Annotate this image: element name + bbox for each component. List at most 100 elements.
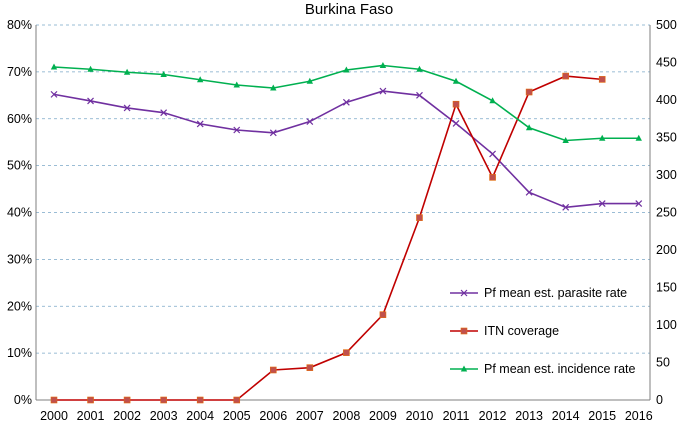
legend-marker-0 <box>460 289 468 297</box>
series-1-point-9 <box>379 311 387 318</box>
series-2-point-12 <box>489 97 496 104</box>
series-0-point-4-b <box>196 120 204 128</box>
right-tick-label-5: 250 <box>656 206 677 220</box>
series-2 <box>50 62 642 143</box>
series-0-point-9-b <box>379 87 387 95</box>
x-tick-label-8: 2008 <box>332 409 360 422</box>
legend-marker-1 <box>460 327 468 335</box>
series-2-point-0 <box>50 63 58 70</box>
series-0 <box>50 87 643 211</box>
series-0-point-8 <box>342 98 350 106</box>
left-axis-ticks: 0% 10% 20% 30% 40% 50% 60% 70% 80% <box>7 18 32 407</box>
right-tick-label-0: 0 <box>656 393 663 407</box>
series-2-point-10 <box>416 65 423 72</box>
legend-marker-0-b <box>460 289 468 297</box>
series-0-point-0 <box>50 90 58 98</box>
series-0-point-15-b <box>598 200 606 208</box>
series-1-point-3 <box>160 396 167 404</box>
series-0-point-5 <box>233 126 241 134</box>
left-tick-label-7: 70% <box>7 65 32 79</box>
series-1-point-12 <box>489 174 496 181</box>
x-tick-label-5: 2005 <box>223 409 251 422</box>
series-0-point-3 <box>160 109 168 117</box>
series-1-point-15 <box>598 76 606 83</box>
x-tick-label-2: 2002 <box>113 409 141 422</box>
series-2-point-5 <box>233 81 240 88</box>
series-2-point-14 <box>562 137 569 143</box>
left-tick-label-0: 0% <box>14 393 32 407</box>
series-0-point-14-b <box>562 203 570 211</box>
left-tick-label-3: 30% <box>7 252 32 266</box>
series-0-point-15 <box>598 200 606 208</box>
series-1-point-7 <box>306 364 314 371</box>
series-2-point-7 <box>306 77 314 84</box>
x-axis-ticks: 2000 2001 2002 2003 2004 2005 2006 2007 2008 2009… <box>40 409 653 422</box>
series-2-point-4 <box>196 76 204 83</box>
x-tick-label-3: 2003 <box>150 409 178 422</box>
series-1-point-2 <box>123 396 131 404</box>
series-2-point-1 <box>87 65 94 72</box>
x-tick-label-1: 2001 <box>77 409 105 422</box>
right-tick-label-6: 300 <box>656 168 677 182</box>
series-1-point-13 <box>525 88 533 96</box>
series-group <box>50 62 643 404</box>
series-2-point-11 <box>452 77 460 84</box>
left-tick-label-5: 50% <box>7 159 32 173</box>
series-0-point-11 <box>452 120 460 127</box>
series-0-point-3-b <box>160 109 168 117</box>
series-2-point-8 <box>343 66 350 73</box>
series-0-point-1 <box>87 97 94 105</box>
series-0-point-13 <box>525 188 533 196</box>
series-1 <box>50 72 606 404</box>
right-tick-label-3: 150 <box>656 281 677 295</box>
left-tick-label-4: 40% <box>7 206 32 220</box>
series-0-point-10-b <box>416 91 423 99</box>
series-2-point-3 <box>160 71 167 77</box>
legend-label-2: Pf mean est. incidence rate <box>484 362 636 376</box>
series-0-line <box>53 90 639 209</box>
x-tick-label-7: 2007 <box>296 409 324 422</box>
left-tick-label-8: 80% <box>7 18 32 32</box>
series-1-point-8 <box>343 349 350 356</box>
series-2-point-6 <box>270 84 277 91</box>
series-0-point-7 <box>306 118 314 125</box>
x-tick-label-12: 2012 <box>479 409 507 422</box>
series-1-point-5 <box>233 396 241 404</box>
right-tick-label-4: 200 <box>656 243 677 257</box>
left-tick-label-1: 10% <box>7 346 32 360</box>
series-0-point-7-b <box>306 118 314 125</box>
series-1-point-4 <box>196 396 204 404</box>
series-0-point-1-b <box>87 97 94 105</box>
series-1-point-6 <box>269 366 277 374</box>
gridlines <box>36 24 650 354</box>
series-0-point-12 <box>489 150 496 158</box>
x-tick-label-11: 2011 <box>443 409 470 422</box>
series-0-point-2-b <box>123 104 131 112</box>
series-0-point-6-b <box>269 129 277 137</box>
x-tick-label-13: 2013 <box>515 409 543 422</box>
series-0-point-6 <box>269 129 277 137</box>
right-tick-label-10: 500 <box>656 18 677 32</box>
series-2-point-16 <box>635 134 642 141</box>
legend: Pf mean est. parasite rate ITN coverage Pf… <box>450 286 636 376</box>
left-tick-label-2: 20% <box>7 299 32 313</box>
series-2-point-9 <box>379 62 387 68</box>
x-tick-label-15: 2015 <box>588 409 616 422</box>
left-tick-label-6: 60% <box>7 112 32 126</box>
series-1-point-14 <box>562 72 569 80</box>
series-0-point-11-b <box>452 120 460 127</box>
series-1-point-1 <box>87 396 94 404</box>
x-tick-label-6: 2006 <box>259 409 287 422</box>
x-tick-label-9: 2009 <box>369 409 397 422</box>
x-tick-label-0: 2000 <box>40 409 68 422</box>
legend-marker-2 <box>460 365 468 372</box>
series-0-point-5-b <box>233 126 241 134</box>
series-2-point-13 <box>525 124 533 131</box>
series-0-point-14 <box>562 203 570 211</box>
series-0-point-9 <box>379 87 387 95</box>
series-0-point-0-b <box>50 90 58 98</box>
series-0-point-4 <box>196 120 204 128</box>
right-tick-label-9: 450 <box>656 56 677 70</box>
series-1-point-0 <box>50 396 58 404</box>
